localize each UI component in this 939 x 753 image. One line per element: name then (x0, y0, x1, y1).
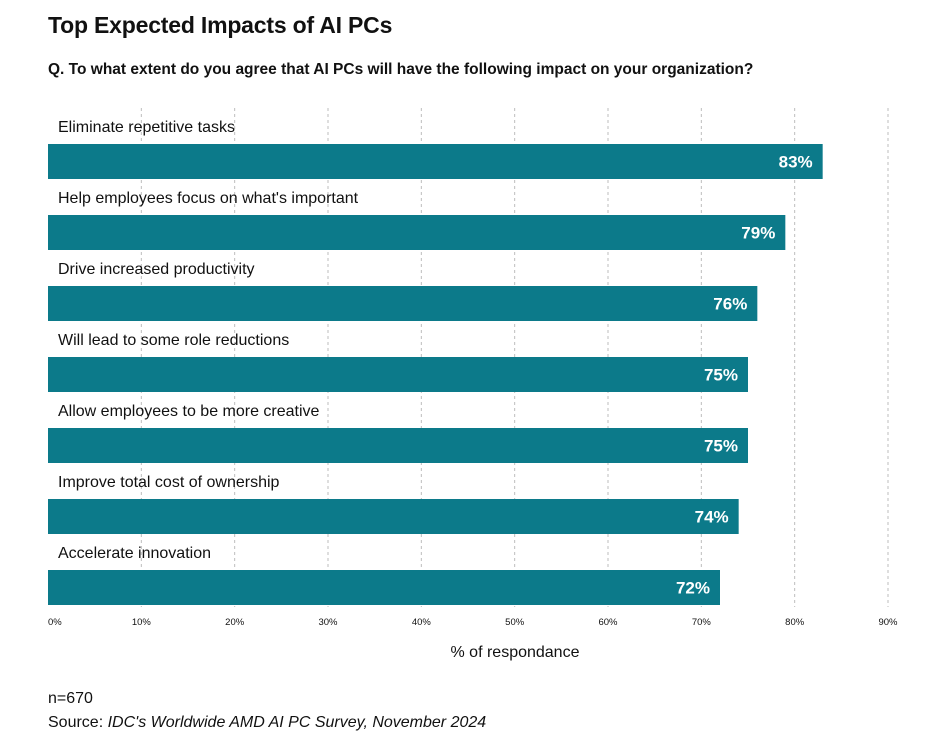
x-tick-label: 10% (132, 617, 152, 628)
bar (48, 144, 823, 179)
category-label: Help employees focus on what's important (58, 190, 359, 207)
x-tick-label: 40% (412, 617, 432, 628)
category-label: Eliminate repetitive tasks (58, 119, 235, 136)
x-tick-label: 60% (598, 617, 618, 628)
source-note: Source: IDC's Worldwide AMD AI PC Survey… (48, 714, 486, 732)
category-label: Allow employees to be more creative (58, 403, 320, 420)
bar (48, 570, 720, 605)
category-label: Will lead to some role reductions (58, 332, 289, 349)
x-tick-label: 50% (505, 617, 525, 628)
source-text: IDC's Worldwide AMD AI PC Survey, Novemb… (107, 714, 487, 731)
sample-size-note: n=670 (48, 690, 93, 707)
bar-chart: 0% 10% 20% 30% 40% 50% 60% 70% 80% 90% Eliminate r… (48, 108, 898, 661)
category-label: Improve total cost of ownership (58, 474, 280, 491)
bar (48, 428, 748, 463)
bar-value-label: 74% (695, 508, 729, 527)
bar-value-label: 79% (741, 224, 775, 243)
category-label: Drive increased productivity (58, 261, 255, 278)
chart-subtitle: Q. To what extent do you agree that AI P… (48, 61, 754, 78)
x-tick-label: 80% (785, 617, 805, 628)
bar (48, 357, 748, 392)
bar-value-label: 83% (779, 153, 813, 172)
bar-value-label: 75% (704, 437, 738, 456)
x-tick-label: 20% (225, 617, 245, 628)
source-prefix: Source: (48, 714, 108, 731)
x-tick-label: 0% (48, 617, 62, 628)
category-label: Accelerate innovation (58, 545, 211, 562)
bar-value-label: 72% (676, 579, 710, 598)
x-tick-label: 30% (318, 617, 338, 628)
bar-value-label: 75% (704, 366, 738, 385)
x-tick-label: 70% (692, 617, 712, 628)
bar (48, 499, 739, 534)
bar (48, 286, 758, 321)
x-tick-label: 90% (878, 617, 898, 628)
bar-value-label: 76% (713, 295, 747, 314)
bar (48, 215, 786, 250)
chart-title: Top Expected Impacts of AI PCs (48, 12, 393, 38)
x-axis-label: % of respondance (451, 644, 580, 661)
